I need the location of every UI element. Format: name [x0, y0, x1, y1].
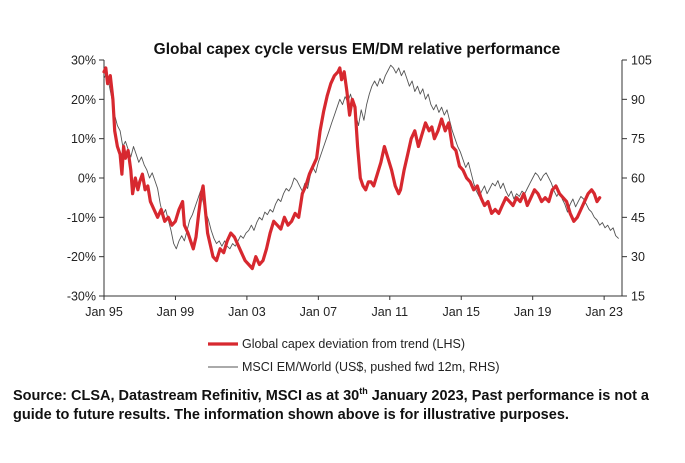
x-tick-label: Jan 15: [442, 305, 480, 319]
x-tick-label: Jan 95: [85, 305, 123, 319]
x-tick-label: Jan 07: [300, 305, 338, 319]
right-tick-label: 60: [631, 172, 645, 186]
right-tick-label: 30: [631, 250, 645, 264]
series-line-msci-em-world: [103, 64, 619, 250]
right-tick-label: 75: [631, 132, 645, 146]
right-tick-label: 105: [631, 54, 652, 68]
source-note-superscript: th: [359, 386, 368, 397]
left-tick-label: -20%: [67, 250, 96, 264]
left-tick-label: 10%: [71, 132, 96, 146]
x-tick-label: Jan 03: [228, 305, 266, 319]
x-tick-label: Jan 11: [371, 305, 408, 319]
legend: Global capex deviation from trend (LHS) M…: [208, 337, 499, 374]
right-tick-label: 15: [631, 290, 645, 304]
left-axis-ticks: 30% 20% 10% 0% -10% -20% -30%: [67, 54, 104, 304]
source-note-text-continued: January 2023, Past performance is not a …: [13, 388, 649, 423]
plot-area: [102, 64, 619, 271]
chart-title: Global capex cycle versus EM/DM relative…: [154, 41, 561, 58]
chart: Global capex cycle versus EM/DM relative…: [67, 41, 652, 374]
x-tick-label: Jan 19: [514, 305, 552, 319]
legend-label: MSCI EM/World (US$, pushed fwd 12m, RHS): [242, 360, 499, 374]
x-tick-label: Jan 99: [157, 305, 195, 319]
series-line-capex-deviation: [102, 66, 602, 271]
left-tick-label: -10%: [67, 211, 96, 225]
x-tick-label: Jan 23: [585, 305, 623, 319]
left-tick-label: 0%: [78, 172, 96, 186]
source-note-text: Source: CLSA, Datastream Refinitiv, MSCI…: [13, 388, 360, 404]
source-note: Source: CLSA, Datastream Refinitiv, MSCI…: [13, 387, 673, 425]
right-axis-ticks: 105 90 75 60 45 30 15: [622, 54, 652, 304]
x-axis-ticks: Jan 95 Jan 99 Jan 03 Jan 07 Jan 11 Jan 15 Jan …: [85, 296, 623, 319]
left-tick-label: 30%: [71, 54, 96, 68]
left-tick-label: 20%: [71, 93, 96, 107]
right-tick-label: 45: [631, 211, 645, 225]
right-tick-label: 90: [631, 93, 645, 107]
left-tick-label: -30%: [67, 290, 96, 304]
legend-label: Global capex deviation from trend (LHS): [242, 337, 465, 351]
